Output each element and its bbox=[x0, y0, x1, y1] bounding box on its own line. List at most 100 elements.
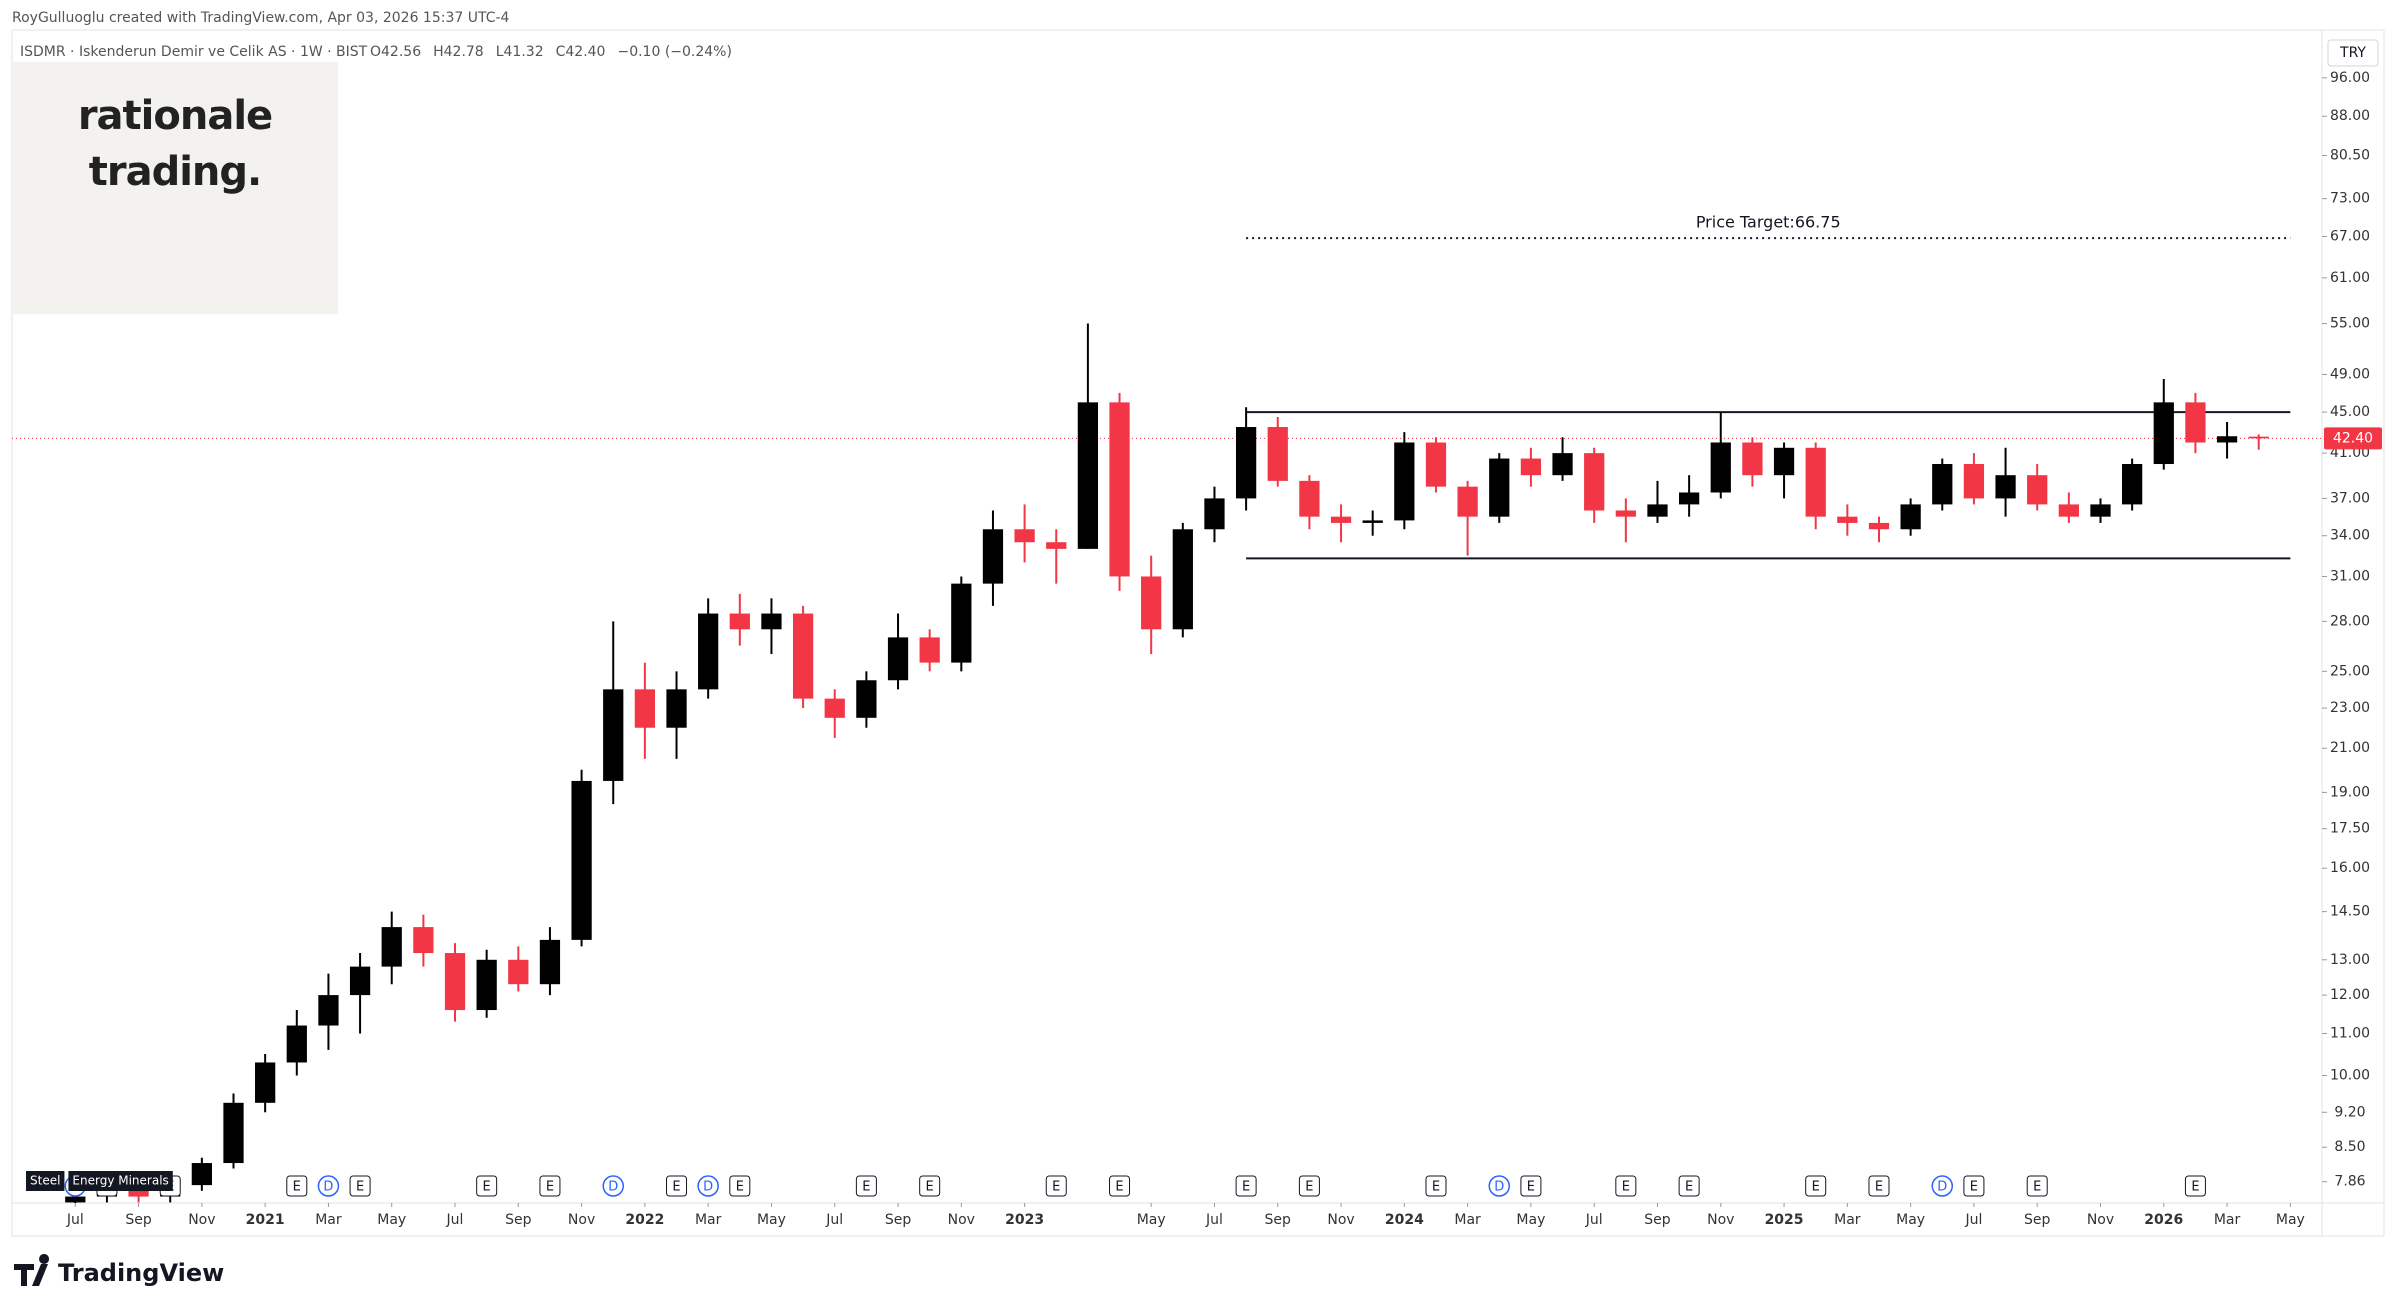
y-tick-label: 12.00 bbox=[2330, 987, 2370, 1003]
event-badge[interactable]: D bbox=[602, 1175, 624, 1197]
footer-brand: TradingView bbox=[58, 1259, 224, 1287]
event-badge[interactable]: E bbox=[2184, 1175, 2206, 1197]
event-badge[interactable]: E bbox=[1298, 1175, 1320, 1197]
x-tick-label: Jul bbox=[446, 1212, 464, 1228]
y-tick-label: 37.00 bbox=[2330, 490, 2370, 506]
candle-body bbox=[1805, 447, 1826, 517]
event-icon bbox=[1425, 1175, 1447, 1197]
y-tick-label: 14.50 bbox=[2330, 904, 2370, 920]
event-badge[interactable]: D bbox=[317, 1175, 340, 1197]
event-label: E bbox=[1305, 1180, 1313, 1195]
event-label: E bbox=[926, 1180, 934, 1195]
event-badge[interactable]: E bbox=[1615, 1175, 1637, 1197]
level-label: Price Target:66.75 bbox=[1696, 213, 1841, 232]
y-tick-label: 31.00 bbox=[2330, 568, 2370, 584]
y-tick-label: 13.00 bbox=[2330, 952, 2370, 968]
y-tick-label: 21.00 bbox=[2330, 740, 2370, 756]
candle-body bbox=[1615, 510, 1636, 517]
currency-box[interactable] bbox=[2327, 39, 2379, 67]
event-badge[interactable]: E bbox=[476, 1175, 498, 1197]
event-badge[interactable]: D bbox=[697, 1175, 719, 1197]
candle-body bbox=[1995, 475, 2016, 499]
candle-body bbox=[1932, 464, 1953, 505]
event-label: E bbox=[1685, 1180, 1693, 1195]
y-tick-label: 49.00 bbox=[2330, 367, 2370, 383]
event-icon bbox=[1868, 1175, 1890, 1197]
event-badge[interactable]: E bbox=[1868, 1175, 1890, 1197]
x-tick-label: May bbox=[1896, 1212, 1925, 1228]
event-badge[interactable]: E bbox=[919, 1175, 941, 1197]
ohlc-item: L41.32 bbox=[496, 44, 544, 60]
event-label: D bbox=[703, 1180, 713, 1195]
candle-body bbox=[919, 637, 940, 663]
event-badge[interactable]: E bbox=[1045, 1175, 1067, 1197]
x-tick-label: Sep bbox=[885, 1212, 912, 1228]
candle-body bbox=[1584, 453, 1605, 511]
event-badge[interactable]: E bbox=[1109, 1175, 1131, 1197]
event-badge[interactable]: E bbox=[1805, 1175, 1827, 1197]
event-badge[interactable]: E bbox=[1963, 1175, 1985, 1197]
x-tick-label: Mar bbox=[2214, 1212, 2241, 1228]
event-badge[interactable]: E bbox=[539, 1175, 561, 1197]
y-tick-label: 55.00 bbox=[2330, 316, 2370, 332]
candle-body bbox=[1330, 516, 1352, 523]
y-tick-label: 8.50 bbox=[2334, 1139, 2365, 1155]
event-icon bbox=[1963, 1175, 1985, 1197]
candle-body bbox=[255, 1062, 276, 1103]
event-label: E bbox=[1875, 1180, 1883, 1195]
event-badge[interactable]: E bbox=[729, 1175, 751, 1197]
event-icon bbox=[1045, 1175, 1067, 1197]
candle-body bbox=[1109, 402, 1130, 577]
candle-body bbox=[1837, 516, 1858, 523]
event-icon bbox=[317, 1175, 340, 1197]
y-tick-label: 9.20 bbox=[2334, 1104, 2365, 1120]
candle-body bbox=[1552, 453, 1573, 476]
event-label: D bbox=[608, 1180, 618, 1195]
x-tick-label: Jul bbox=[1964, 1212, 1982, 1228]
candle-body bbox=[539, 939, 561, 985]
event-badge[interactable]: E bbox=[2026, 1175, 2048, 1197]
event-badge[interactable]: E bbox=[349, 1175, 371, 1197]
event-label: E bbox=[1527, 1180, 1535, 1195]
candle-body bbox=[634, 689, 656, 728]
event-badge[interactable]: D bbox=[1931, 1175, 1954, 1197]
y-tick-label: 19.00 bbox=[2330, 784, 2370, 800]
x-tick-label: 2024 bbox=[1385, 1212, 1424, 1228]
candle-body bbox=[1900, 504, 1921, 530]
event-label: D bbox=[1494, 1180, 1504, 1195]
event-badge[interactable]: E bbox=[1678, 1175, 1700, 1197]
y-tick-label: 73.00 bbox=[2330, 191, 2370, 207]
y-tick-label: 16.00 bbox=[2330, 860, 2370, 876]
event-badge[interactable]: E bbox=[666, 1175, 688, 1197]
y-tick-label: 23.00 bbox=[2330, 700, 2370, 716]
candle-body bbox=[1868, 522, 1890, 530]
event-label: E bbox=[672, 1180, 680, 1195]
y-tick-label: 45.00 bbox=[2330, 404, 2370, 420]
x-tick-label: Sep bbox=[505, 1212, 532, 1228]
candle-body bbox=[856, 680, 877, 718]
candle-body bbox=[2248, 436, 2269, 439]
candle-body bbox=[223, 1102, 244, 1164]
y-tick-label: 11.00 bbox=[2330, 1025, 2370, 1041]
event-icon bbox=[1805, 1175, 1827, 1197]
candle-body bbox=[666, 689, 687, 728]
y-tick-label: 80.50 bbox=[2330, 148, 2370, 164]
event-badge[interactable]: E bbox=[286, 1175, 308, 1197]
event-badge[interactable]: E bbox=[1235, 1175, 1257, 1197]
attribution: RoyGulluoglu created with TradingView.co… bbox=[12, 10, 510, 26]
sector-tag-box bbox=[68, 1171, 173, 1191]
candle-body bbox=[318, 995, 339, 1026]
event-label: E bbox=[1115, 1180, 1123, 1195]
event-label: E bbox=[293, 1180, 301, 1195]
candle-body bbox=[1014, 529, 1035, 543]
event-label: E bbox=[736, 1180, 744, 1195]
x-tick-label: Sep bbox=[2024, 1212, 2051, 1228]
candle-body bbox=[2216, 436, 2238, 443]
y-tick-label: 7.86 bbox=[2334, 1174, 2365, 1190]
event-badge[interactable]: D bbox=[1488, 1175, 1511, 1197]
event-badge[interactable]: E bbox=[855, 1175, 877, 1197]
event-badge[interactable]: E bbox=[1425, 1175, 1447, 1197]
event-badge[interactable]: E bbox=[1520, 1175, 1542, 1197]
x-tick-label: May bbox=[2276, 1212, 2305, 1228]
